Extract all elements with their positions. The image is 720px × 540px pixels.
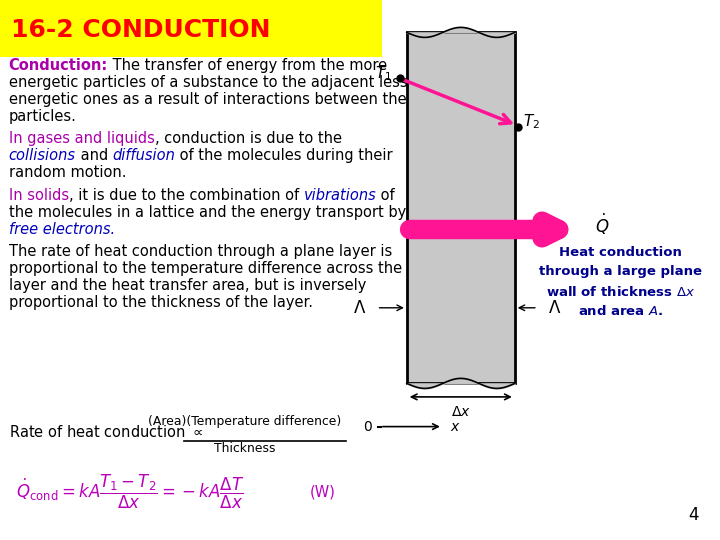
- Text: Heat conduction: Heat conduction: [559, 246, 682, 259]
- Text: Thickness: Thickness: [214, 442, 276, 455]
- Text: $T_2$: $T_2$: [523, 112, 541, 131]
- Bar: [0, 0, 382, 57]
- Text: energetic particles of a substance to the adjacent less: energetic particles of a substance to th…: [9, 75, 408, 90]
- Text: $\dot{Q}_{\rm cond} = kA\dfrac{T_1 - T_2}{\Delta x} = -kA\dfrac{\Delta T}{\Delta: $\dot{Q}_{\rm cond} = kA\dfrac{T_1 - T_2…: [16, 472, 244, 511]
- Text: energetic ones as a result of interactions between the: energetic ones as a result of interactio…: [9, 92, 406, 107]
- Text: of: of: [377, 187, 395, 202]
- Text: collisions: collisions: [9, 148, 76, 164]
- Text: $x$: $x$: [450, 420, 461, 434]
- Text: Rate of heat conduction $\propto$: Rate of heat conduction $\propto$: [9, 424, 203, 440]
- Text: (Area)(Temperature difference): (Area)(Temperature difference): [148, 415, 341, 428]
- Text: The transfer of energy from the more: The transfer of energy from the more: [108, 58, 387, 73]
- Text: wall of thickness $\Delta x$: wall of thickness $\Delta x$: [546, 285, 696, 299]
- Text: $0$: $0$: [363, 420, 373, 434]
- Text: proportional to the temperature difference across the: proportional to the temperature differen…: [9, 261, 402, 276]
- Text: proportional to the thickness of the layer.: proportional to the thickness of the lay…: [9, 295, 312, 310]
- Text: particles.: particles.: [9, 109, 76, 124]
- Text: (W): (W): [310, 484, 336, 500]
- Text: 4: 4: [688, 506, 698, 524]
- Text: , conduction is due to the: , conduction is due to the: [155, 131, 341, 146]
- Text: $T_1$: $T_1$: [374, 64, 392, 83]
- Text: through a large plane: through a large plane: [539, 265, 702, 278]
- Text: the molecules in a lattice and the energy transport by: the molecules in a lattice and the energ…: [9, 205, 406, 220]
- Text: , it is due to the combination of: , it is due to the combination of: [69, 187, 304, 202]
- Text: and area $A$.: and area $A$.: [578, 304, 663, 318]
- Bar: [407, 32, 515, 383]
- Text: random motion.: random motion.: [9, 165, 126, 180]
- Text: diffusion: diffusion: [112, 148, 176, 164]
- Text: The rate of heat conduction through a plane layer is: The rate of heat conduction through a pl…: [9, 244, 392, 259]
- Text: and: and: [76, 148, 112, 164]
- Text: $\Lambda$: $\Lambda$: [548, 299, 561, 317]
- Text: layer and the heat transfer area, but is inversely: layer and the heat transfer area, but is…: [9, 278, 366, 293]
- Text: $\dot{Q}$: $\dot{Q}$: [595, 212, 610, 237]
- Text: of the molecules during their: of the molecules during their: [176, 148, 393, 164]
- Text: vibrations: vibrations: [304, 187, 377, 202]
- Text: In gases and liquids: In gases and liquids: [9, 131, 155, 146]
- Text: 16-2 CONDUCTION: 16-2 CONDUCTION: [11, 18, 270, 42]
- Text: Conduction:: Conduction:: [9, 58, 108, 73]
- Text: In solids: In solids: [9, 187, 69, 202]
- Text: $\Delta x$: $\Delta x$: [451, 405, 471, 419]
- Text: free electrons.: free electrons.: [9, 221, 114, 237]
- Text: $\Lambda$: $\Lambda$: [354, 299, 366, 317]
